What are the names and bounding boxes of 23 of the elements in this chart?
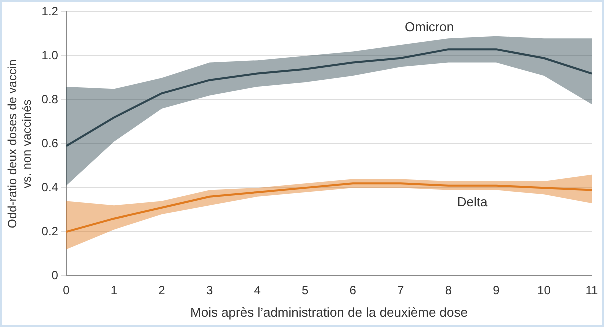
- y-tick-label: 1.2: [42, 4, 59, 19]
- x-tick-label: 9: [493, 284, 500, 298]
- x-tick-label: 2: [158, 284, 166, 298]
- y-tick-label: 0.2: [42, 224, 59, 238]
- x-tick-label: 0: [63, 284, 70, 298]
- series-label: Delta: [457, 194, 488, 210]
- x-axis-title: Mois après l’administration de la deuxième dose: [190, 304, 468, 320]
- y-tick-label: 0.8: [42, 92, 59, 106]
- x-tick-label: 3: [206, 284, 214, 298]
- x-tick-label: 6: [350, 284, 357, 298]
- y-tick-label: 0: [52, 268, 59, 282]
- y-tick-label: 0.4: [42, 180, 59, 194]
- x-tick-label: 1: [110, 284, 118, 298]
- x-tick-label: 8: [445, 284, 452, 298]
- y-axis-title: Odd-ratio deux doses de vaccin vs. non vaccinés: [6, 60, 34, 228]
- series-label: Omicron: [405, 20, 454, 35]
- x-tick-label: 4: [254, 284, 262, 298]
- x-tick-label: 11: [586, 284, 599, 298]
- y-tick-label: 1.0: [42, 48, 59, 62]
- x-tick-label: 5: [302, 284, 310, 298]
- x-tick-label: 10: [538, 284, 552, 298]
- y-tick-label: 0.6: [42, 136, 59, 150]
- x-tick-label: 7: [398, 284, 405, 298]
